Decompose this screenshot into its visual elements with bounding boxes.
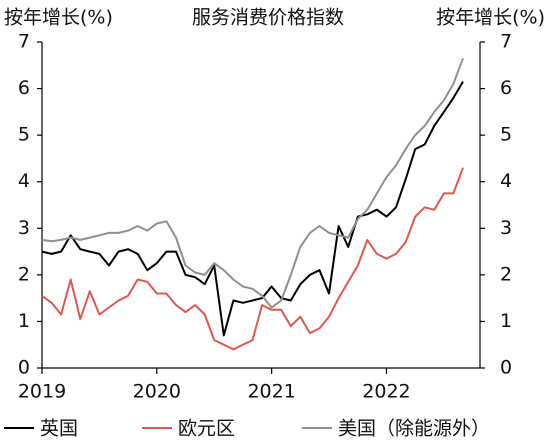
- y-tick-label: 2: [18, 263, 30, 285]
- x-tick-label: 2021: [247, 381, 295, 403]
- y2-tick-label: 2: [500, 263, 512, 285]
- y2-tick-label: 7: [500, 31, 512, 53]
- x-tick-label: 2020: [133, 381, 181, 403]
- series-line: [41, 57, 464, 309]
- x-tick-label: 2019: [18, 381, 66, 403]
- y2-tick-label: 1: [500, 310, 512, 332]
- y2-axis-label: 按年增长(%): [436, 7, 545, 29]
- legend-label: 美国（除能源外）: [338, 418, 490, 440]
- y2-tick-label: 0: [500, 357, 512, 379]
- series-line: [41, 81, 464, 337]
- y2-tick-label: 4: [500, 170, 512, 192]
- y-tick-label: 3: [18, 217, 30, 239]
- x-tick-label: 2022: [362, 381, 410, 403]
- y2-tick-label: 5: [500, 124, 512, 146]
- y-axis-label: 按年增长(%): [4, 7, 113, 29]
- chart-title: 服务消费价格指数: [192, 7, 344, 29]
- y2-tick-label: 6: [500, 77, 512, 99]
- series-line: [41, 167, 464, 351]
- y-tick-label: 0: [18, 357, 30, 379]
- y-tick-label: 6: [18, 77, 30, 99]
- y-tick-label: 4: [18, 170, 30, 192]
- y2-tick-label: 3: [500, 217, 512, 239]
- legend-label: 英国: [40, 418, 78, 440]
- y-tick-label: 7: [18, 31, 30, 53]
- y-tick-label: 5: [18, 124, 30, 146]
- legend-label: 欧元区: [178, 418, 235, 440]
- y-tick-label: 1: [18, 310, 30, 332]
